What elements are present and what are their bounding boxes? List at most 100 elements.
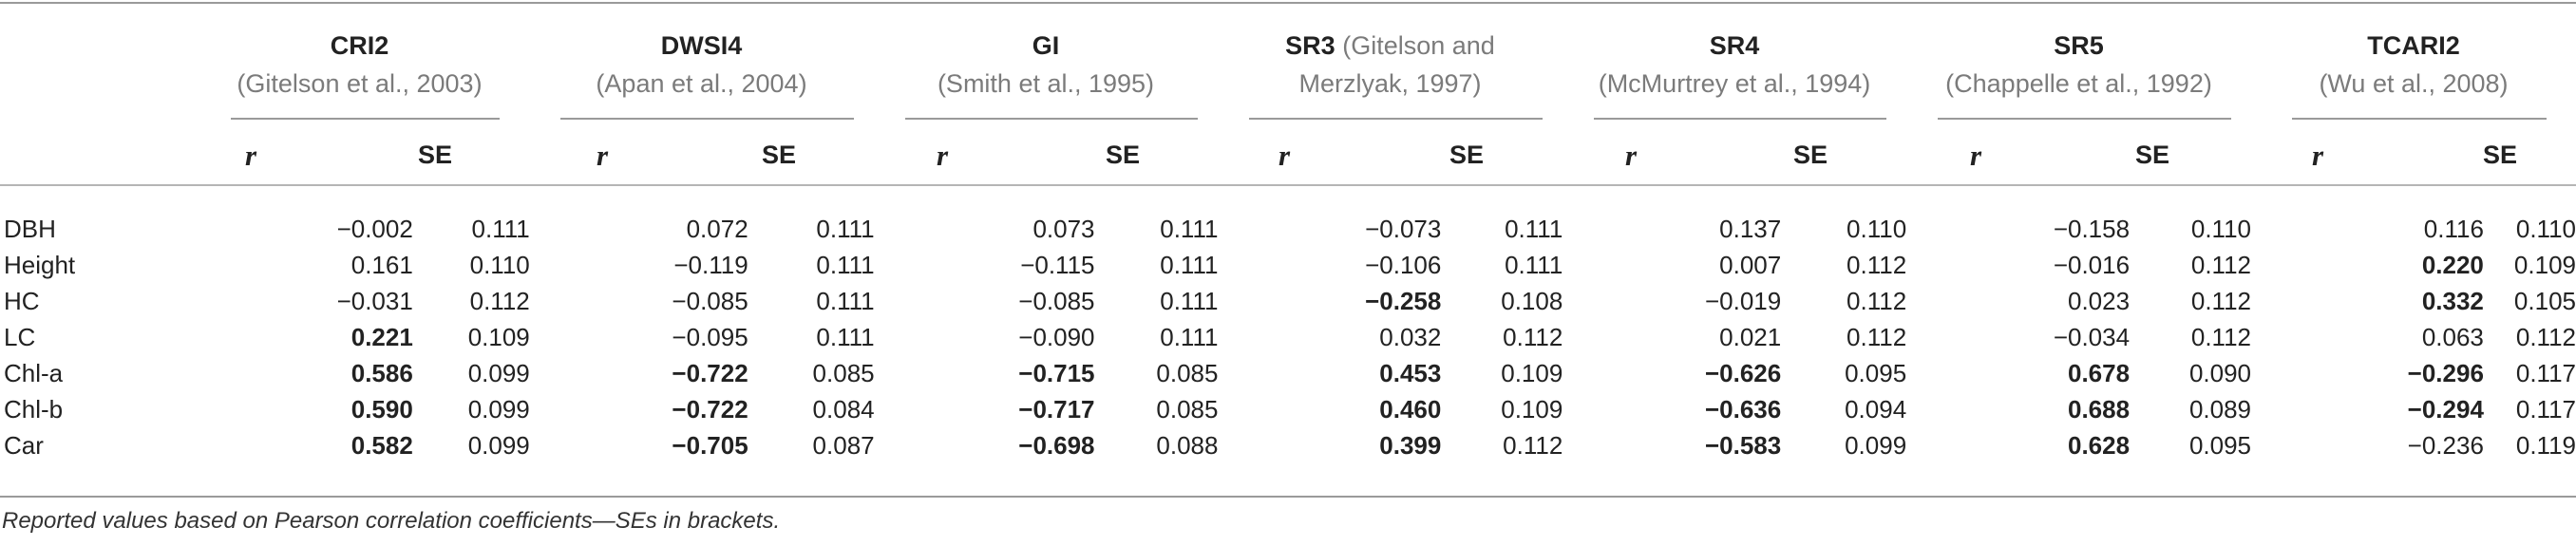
group-rule [231,118,500,120]
cell-r: 0.063 [2421,322,2484,351]
cell-r: 0.161 [350,250,413,279]
index-reference: (Apan et al., 2004) [596,69,807,98]
index-reference: (Chappelle et al., 1992) [1945,69,2212,98]
cell-r: 0.072 [686,214,748,243]
index-name: SR3 [1285,31,1335,60]
cell-se: 0.084 [812,394,875,424]
cell-se: 0.112 [2190,250,2252,279]
cell-r: 0.582 [350,430,413,460]
cell-r: 0.678 [2067,358,2131,387]
subheader-r: r [596,139,609,172]
index-reference: Merzlyak, 1997) [1298,69,1482,98]
subheader-r: r [1969,139,1982,172]
cell-r: 0.137 [1719,214,1782,243]
cell-r: 0.116 [2423,214,2484,243]
row-label: DBH [4,214,56,243]
index-reference: (Smith et al., 1995) [937,69,1155,98]
cell-se: 0.085 [1156,358,1219,387]
group-rule [1594,118,1886,120]
cell-r: −0.019 [1704,286,1782,315]
cell-se: 0.105 [2513,286,2576,315]
cell-r: −0.717 [1018,394,1095,424]
cell-se: 0.109 [2513,250,2576,279]
group-rule [2292,118,2547,120]
index-reference: (McMurtrey et al., 1994) [1598,69,1871,98]
cell-se: 0.112 [2190,322,2252,351]
subheader-r: r [244,139,257,172]
cell-r: −0.698 [1018,430,1095,460]
cell-se: 0.109 [467,322,530,351]
cell-se: 0.099 [467,430,530,460]
cell-r: 0.007 [1719,250,1782,279]
cell-se: 0.111 [1160,286,1219,315]
cell-r: −0.626 [1704,358,1782,387]
subheader-r: r [2311,139,2324,172]
cell-r: −0.085 [1018,286,1095,315]
cell-r: −0.031 [336,286,413,315]
cell-se: 0.119 [2515,430,2576,460]
cell-se: 0.112 [469,286,530,315]
cell-se: 0.111 [816,214,875,243]
cell-r: 0.586 [350,358,413,387]
cell-se: 0.095 [1845,358,1907,387]
subheader-se: SE [2134,141,2170,169]
cell-se: 0.089 [2188,394,2252,424]
cell-r: −0.636 [1704,394,1782,424]
row-label: Chl-a [4,358,64,387]
cell-r: 0.023 [2067,286,2131,315]
cell-r: −0.236 [2407,430,2484,460]
cell-r: −0.705 [672,430,748,460]
group-rule [1938,118,2231,120]
cell-r: −0.016 [2053,250,2131,279]
row-label: LC [4,322,36,351]
index-reference: (Gitelson and [1342,31,1495,60]
cell-r: 0.460 [1379,394,1442,424]
cell-r: 0.221 [350,322,413,351]
cell-r: 0.688 [2067,394,2131,424]
group-rule [560,118,854,120]
cell-se: 0.111 [816,286,875,315]
cell-se: 0.109 [1501,394,1563,424]
table-row: HC −0.031 0.112 −0.085 0.111 −0.085 0.111 −0.25… [0,283,2576,319]
cell-r: 0.332 [2421,286,2484,315]
group-rule [905,118,1198,120]
cell-se: 0.085 [1156,394,1219,424]
cell-r: 0.021 [1719,322,1782,351]
cell-r: 0.399 [1379,430,1442,460]
group-title: SR3 (Gitelson and Merzlyak, 1997) [1218,27,1563,103]
cell-r: −0.095 [672,322,748,351]
cell-se: 0.111 [816,250,875,279]
cell-se: 0.112 [1847,322,1907,351]
cell-r: −0.715 [1018,358,1095,387]
cell-se: 0.112 [1503,430,1563,460]
subheader-se: SE [2482,141,2518,169]
index-name: SR4 [1709,31,1760,60]
cell-r: −0.296 [2407,358,2484,387]
cell-r: 0.073 [1032,214,1095,243]
group-title: CRI2 (Gitelson et al., 2003) [190,27,529,103]
cell-se: 0.112 [1847,286,1907,315]
cell-se: 0.094 [1845,394,1907,424]
cell-se: 0.110 [469,250,530,279]
cell-r: 0.220 [2421,250,2484,279]
cell-r: −0.722 [672,394,748,424]
cell-se: 0.111 [816,322,875,351]
cell-se: 0.112 [2515,322,2576,351]
index-name: SR5 [2054,31,2104,60]
cell-se: 0.085 [812,358,875,387]
cell-se: 0.109 [1501,358,1563,387]
cell-se: 0.099 [467,394,530,424]
subheader-se: SE [1449,141,1485,169]
index-reference: (Wu et al., 2008) [2319,69,2509,98]
cell-r: −0.090 [1018,322,1095,351]
row-label: Chl-b [4,394,64,424]
cell-se: 0.090 [2188,358,2252,387]
cell-se: 0.099 [1845,430,1907,460]
cell-r: −0.583 [1704,430,1782,460]
cell-se: 0.110 [2515,214,2576,243]
index-reference: (Gitelson et al., 2003) [237,69,483,98]
cell-r: −0.106 [1365,250,1442,279]
cell-r: 0.453 [1379,358,1442,387]
group-title: DWSI4 (Apan et al., 2004) [529,27,874,103]
cell-se: 0.108 [1501,286,1563,315]
